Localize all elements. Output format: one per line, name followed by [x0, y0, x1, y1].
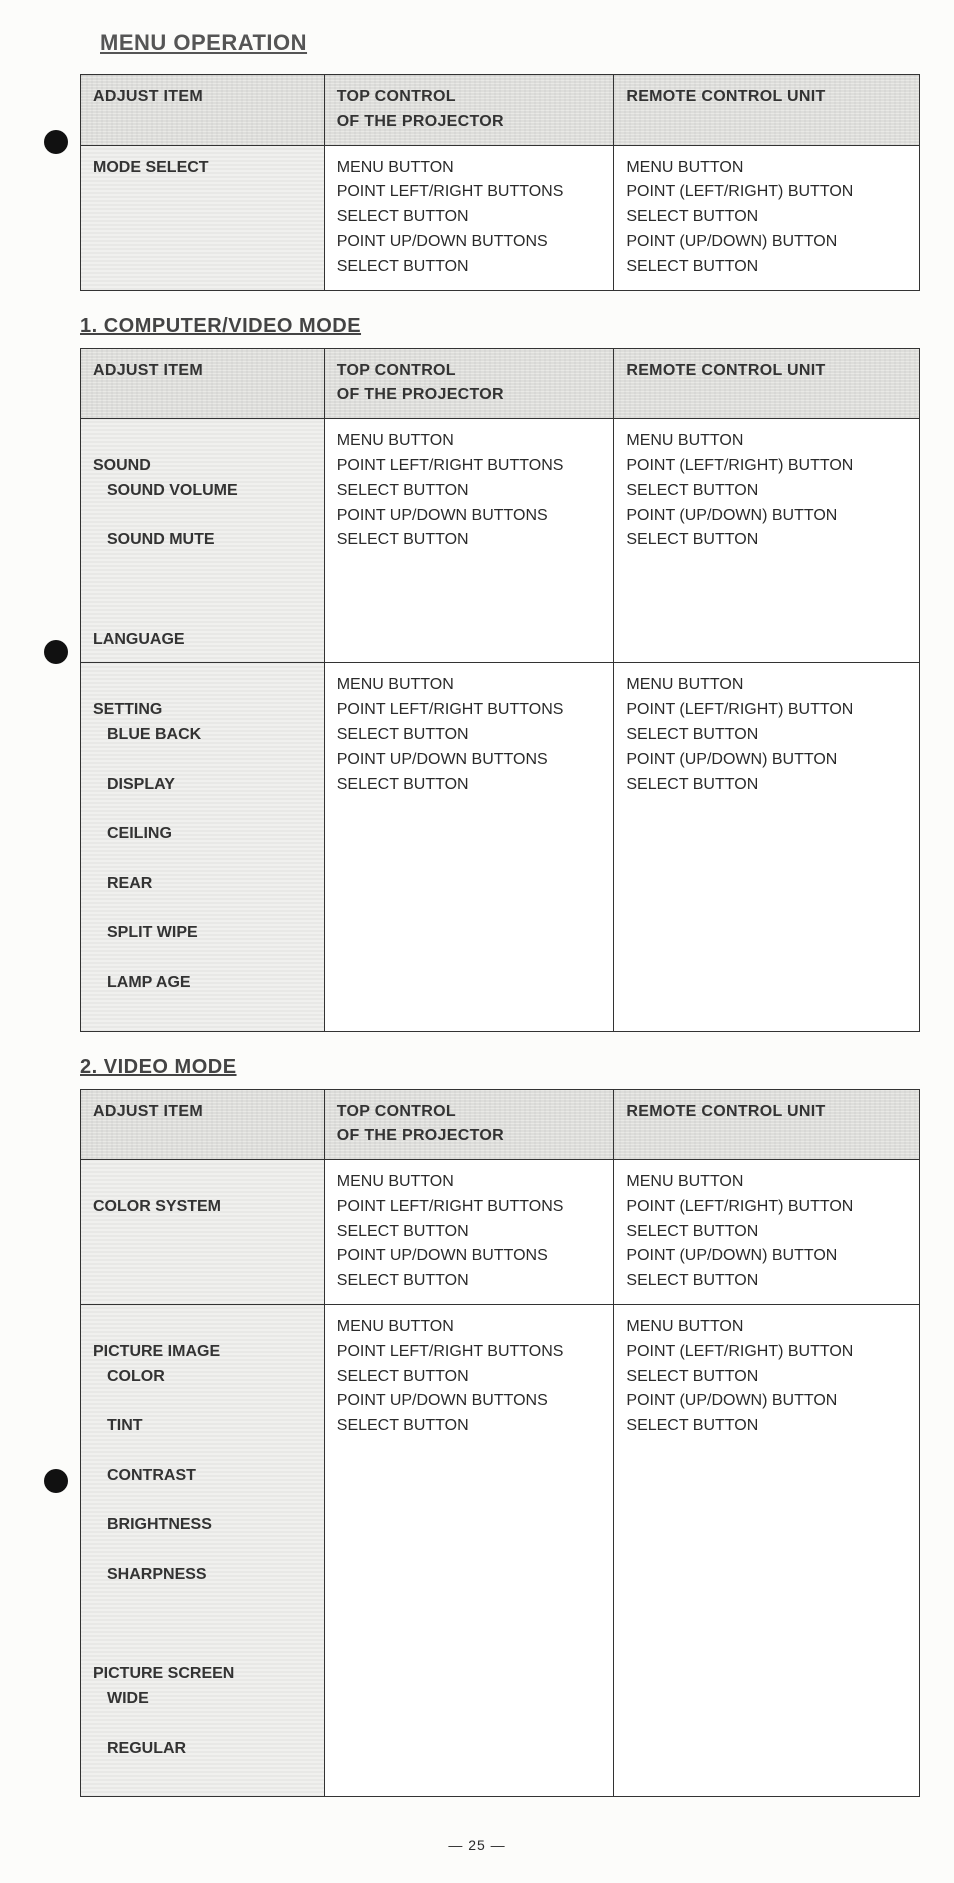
- cell-remote-steps: MENU BUTTON POINT (LEFT/RIGHT) BUTTON SE…: [614, 663, 920, 1031]
- table-header-row: ADJUST ITEM TOP CONTROL OF THE PROJECTOR…: [81, 75, 920, 146]
- table-row: SOUND SOUND VOLUME SOUND MUTE LANGUAGE M…: [81, 419, 920, 663]
- col-adjust-item: ADJUST ITEM: [81, 75, 325, 146]
- col-remote-control: REMOTE CONTROL UNIT: [614, 348, 920, 419]
- menu-operation-table: ADJUST ITEM TOP CONTROL OF THE PROJECTOR…: [80, 74, 920, 291]
- adjust-sub: SPLIT WIPE: [93, 921, 312, 946]
- col-adjust-item: ADJUST ITEM: [81, 348, 325, 419]
- adjust-sub: REGULAR: [93, 1737, 312, 1762]
- adjust-sub: DISPLAY: [93, 773, 312, 798]
- cell-top-control-steps: MENU BUTTON POINT LEFT/RIGHT BUTTONS SEL…: [324, 145, 614, 290]
- table-header-row: ADJUST ITEM TOP CONTROL OF THE PROJECTOR…: [81, 348, 920, 419]
- adjust-sub: TINT: [93, 1414, 312, 1439]
- col-top-control-l1: TOP CONTROL: [337, 1100, 602, 1125]
- adjust-main: PICTURE IMAGE: [93, 1343, 220, 1360]
- adjust-main: COLOR SYSTEM: [93, 1198, 221, 1215]
- col-top-control: TOP CONTROL OF THE PROJECTOR: [324, 75, 614, 146]
- adjust-main: SETTING: [93, 701, 162, 718]
- adjust-sub: WIDE: [93, 1687, 312, 1712]
- table-row: COLOR SYSTEM MENU BUTTON POINT LEFT/RIGH…: [81, 1160, 920, 1305]
- cell-remote-steps: MENU BUTTON POINT (LEFT/RIGHT) BUTTON SE…: [614, 1305, 920, 1797]
- adjust-main: SOUND: [93, 457, 151, 474]
- col-top-control: TOP CONTROL OF THE PROJECTOR: [324, 348, 614, 419]
- col-top-control-l1: TOP CONTROL: [337, 85, 602, 110]
- adjust-main: LANGUAGE: [93, 631, 185, 648]
- col-top-control: TOP CONTROL OF THE PROJECTOR: [324, 1089, 614, 1160]
- cell-adjust-item: PICTURE IMAGE COLOR TINT CONTRAST BRIGHT…: [81, 1305, 325, 1797]
- cell-remote-steps: MENU BUTTON POINT (LEFT/RIGHT) BUTTON SE…: [614, 1160, 920, 1305]
- adjust-sub: SOUND VOLUME: [93, 479, 312, 504]
- bullet-marker: [44, 1469, 68, 1493]
- cell-adjust-item: SOUND SOUND VOLUME SOUND MUTE LANGUAGE: [81, 419, 325, 663]
- page-number: — 25 —: [40, 1837, 914, 1853]
- col-remote-control: REMOTE CONTROL UNIT: [614, 1089, 920, 1160]
- cell-adjust-item: MODE SELECT: [81, 145, 325, 290]
- page-title: MENU OPERATION: [100, 30, 914, 56]
- cell-top-control-steps: MENU BUTTON POINT LEFT/RIGHT BUTTONS SEL…: [324, 419, 614, 663]
- table-row: SETTING BLUE BACK DISPLAY CEILING REAR S…: [81, 663, 920, 1031]
- adjust-sub: CEILING: [93, 822, 312, 847]
- cell-adjust-item: COLOR SYSTEM: [81, 1160, 325, 1305]
- cell-top-control-steps: MENU BUTTON POINT LEFT/RIGHT BUTTONS SEL…: [324, 1305, 614, 1797]
- cell-adjust-item: SETTING BLUE BACK DISPLAY CEILING REAR S…: [81, 663, 325, 1031]
- adjust-sub: SHARPNESS: [93, 1563, 312, 1588]
- adjust-sub: SOUND MUTE: [93, 528, 312, 553]
- col-top-control-l2: OF THE PROJECTOR: [337, 110, 602, 135]
- cell-remote-steps: MENU BUTTON POINT (LEFT/RIGHT) BUTTON SE…: [614, 419, 920, 663]
- adjust-sub: CONTRAST: [93, 1464, 312, 1489]
- col-adjust-item: ADJUST ITEM: [81, 1089, 325, 1160]
- adjust-sub: LAMP AGE: [93, 971, 312, 996]
- table-row: PICTURE IMAGE COLOR TINT CONTRAST BRIGHT…: [81, 1305, 920, 1797]
- video-mode-table-wrap: ADJUST ITEM TOP CONTROL OF THE PROJECTOR…: [80, 1089, 914, 1798]
- adjust-sub: BLUE BACK: [93, 723, 312, 748]
- computer-video-table-wrap: ADJUST ITEM TOP CONTROL OF THE PROJECTOR…: [80, 348, 914, 1032]
- adjust-sub: BRIGHTNESS: [93, 1513, 312, 1538]
- bullet-marker: [44, 130, 68, 154]
- menu-operation-table-wrap: ADJUST ITEM TOP CONTROL OF THE PROJECTOR…: [80, 74, 914, 291]
- col-remote-control: REMOTE CONTROL UNIT: [614, 75, 920, 146]
- section-title-computer-video: 1. COMPUTER/VIDEO MODE: [80, 315, 914, 338]
- col-top-control-l1: TOP CONTROL: [337, 359, 602, 384]
- section-title-video-mode: 2. VIDEO MODE: [80, 1056, 914, 1079]
- adjust-sub: REAR: [93, 872, 312, 897]
- cell-remote-steps: MENU BUTTON POINT (LEFT/RIGHT) BUTTON SE…: [614, 145, 920, 290]
- cell-top-control-steps: MENU BUTTON POINT LEFT/RIGHT BUTTONS SEL…: [324, 663, 614, 1031]
- bullet-marker: [44, 640, 68, 664]
- video-mode-table: ADJUST ITEM TOP CONTROL OF THE PROJECTOR…: [80, 1089, 920, 1798]
- col-top-control-l2: OF THE PROJECTOR: [337, 1124, 602, 1149]
- col-top-control-l2: OF THE PROJECTOR: [337, 383, 602, 408]
- cell-top-control-steps: MENU BUTTON POINT LEFT/RIGHT BUTTONS SEL…: [324, 1160, 614, 1305]
- table-row: MODE SELECT MENU BUTTON POINT LEFT/RIGHT…: [81, 145, 920, 290]
- computer-video-table: ADJUST ITEM TOP CONTROL OF THE PROJECTOR…: [80, 348, 920, 1032]
- table-header-row: ADJUST ITEM TOP CONTROL OF THE PROJECTOR…: [81, 1089, 920, 1160]
- adjust-main: PICTURE SCREEN: [93, 1665, 234, 1682]
- adjust-sub: COLOR: [93, 1365, 312, 1390]
